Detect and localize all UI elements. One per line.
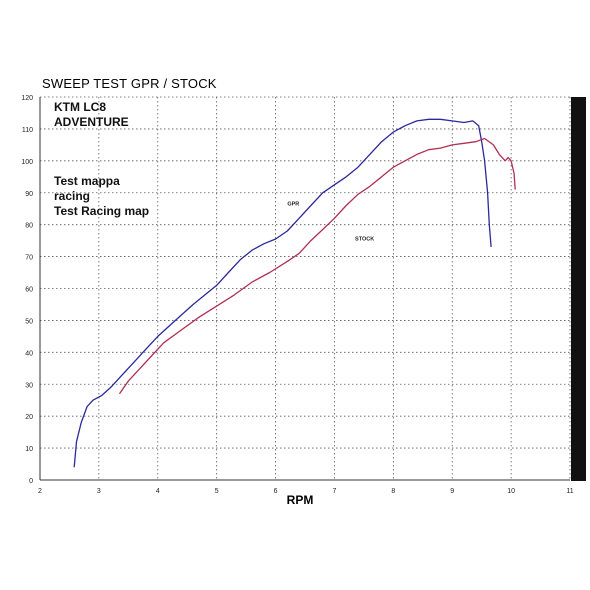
x-tick-label: 11 — [566, 488, 573, 495]
x-tick-label: 8 — [391, 488, 395, 495]
x-tick-label: 7 — [332, 488, 336, 495]
labels-layer: GPR STOCK — [287, 202, 374, 243]
series-line-stock — [118, 137, 516, 395]
series-line-gpr — [73, 118, 492, 468]
x-tick-label: 2 — [38, 488, 42, 495]
series-label: STOCK — [355, 237, 374, 243]
axes-layer: 0 10 20 30 40 50 60 70 80 90 100 110 120 2 3 4 5 6 7 8 9 10 11… — [21, 95, 586, 507]
y-tick-label: 20 — [25, 414, 33, 421]
grid-layer — [39, 96, 571, 481]
x-tick-label: 5 — [215, 488, 219, 495]
annotation-line: racing — [54, 189, 91, 203]
y-tick-label: 10 — [25, 446, 33, 453]
y-tick-label: 80 — [25, 223, 33, 230]
x-tick-label: 9 — [450, 488, 454, 495]
y-tick-label: 90 — [25, 191, 33, 198]
y-tick-label: 70 — [25, 255, 33, 262]
annotation-map: Test mappa racing Test Racing map — [54, 174, 149, 219]
x-axis-label: RPM — [287, 493, 314, 507]
y-tick-label: 110 — [22, 127, 33, 134]
y-tick-label: 120 — [21, 95, 33, 102]
series-layer — [73, 118, 516, 468]
annotation-line: Test mappa — [54, 174, 120, 188]
annotation-line: KTM LC8 — [54, 100, 106, 114]
chart-title: SWEEP TEST GPR / STOCK — [42, 76, 217, 91]
x-tick-label: 10 — [507, 488, 515, 495]
y-tick-label: 100 — [21, 159, 33, 166]
annotation-line: Test Racing map — [54, 204, 150, 218]
annotation-line: ADVENTURE — [54, 115, 129, 129]
x-tick-label: 4 — [156, 488, 160, 495]
x-tick-label: 6 — [274, 488, 278, 495]
right-border-bar — [571, 97, 586, 481]
annotation-model: KTM LC8 ADVENTURE — [54, 100, 129, 130]
y-tick-label: 0 — [29, 478, 33, 485]
y-tick-label: 40 — [25, 350, 33, 357]
y-tick-label: 50 — [25, 318, 33, 325]
y-tick-label: 60 — [25, 287, 33, 294]
y-tick-label: 30 — [25, 382, 33, 389]
series-label: GPR — [287, 202, 299, 208]
x-tick-label: 3 — [97, 488, 101, 495]
